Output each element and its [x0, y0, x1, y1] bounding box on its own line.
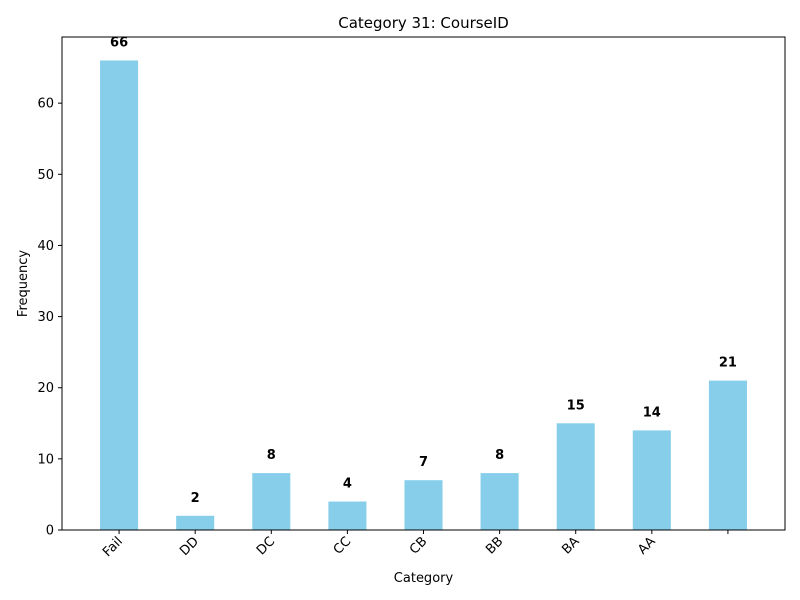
x-tick-label: BA — [559, 534, 582, 557]
x-tick-label: CC — [331, 534, 354, 557]
y-tick-label: 50 — [37, 168, 54, 183]
x-axis-ticks: Fail DD DC CC CB BB BA AA — [100, 530, 729, 560]
bar — [404, 480, 443, 530]
y-tick-label: 0 — [46, 524, 54, 539]
bar — [556, 423, 595, 530]
bar-value-label: 21 — [719, 356, 737, 371]
bar — [708, 380, 747, 530]
bar — [480, 473, 519, 530]
bar — [176, 515, 215, 530]
bar — [100, 60, 139, 530]
x-tick-label: AA — [635, 534, 659, 558]
x-tick-label: DD — [177, 534, 202, 559]
bar-value-label: 7 — [419, 455, 428, 470]
bar-value-label: 4 — [343, 477, 352, 492]
bar-value-label: 66 — [110, 35, 128, 50]
y-tick-label: 60 — [37, 97, 54, 112]
plot-frame — [61, 36, 786, 531]
bar-value-label: 8 — [267, 448, 276, 463]
y-axis-label: Frequency — [16, 250, 31, 317]
x-tick-label: BB — [483, 534, 506, 557]
y-tick-label: 20 — [37, 381, 54, 396]
bar — [328, 501, 367, 530]
bar-value-label: 2 — [191, 491, 200, 506]
y-tick-label: 30 — [37, 310, 54, 325]
bar-value-label: 15 — [567, 398, 585, 413]
bars-group — [100, 60, 747, 530]
bar — [252, 473, 291, 530]
chart-title: Category 31: CourseID — [338, 14, 509, 32]
y-tick-label: 40 — [37, 239, 54, 254]
y-axis-ticks: 0 10 20 30 40 50 60 — [37, 97, 62, 539]
x-tick-label: Fail — [100, 534, 126, 560]
x-tick-label: CB — [407, 534, 430, 557]
x-axis-label: Category — [394, 571, 454, 586]
data-labels-group: 66 2 8 4 7 8 15 14 21 — [110, 35, 737, 505]
bar — [632, 430, 671, 530]
bar-value-label: 14 — [643, 405, 661, 420]
bar-value-label: 8 — [495, 448, 504, 463]
y-tick-label: 10 — [37, 452, 54, 467]
x-tick-label: DC — [254, 534, 278, 558]
